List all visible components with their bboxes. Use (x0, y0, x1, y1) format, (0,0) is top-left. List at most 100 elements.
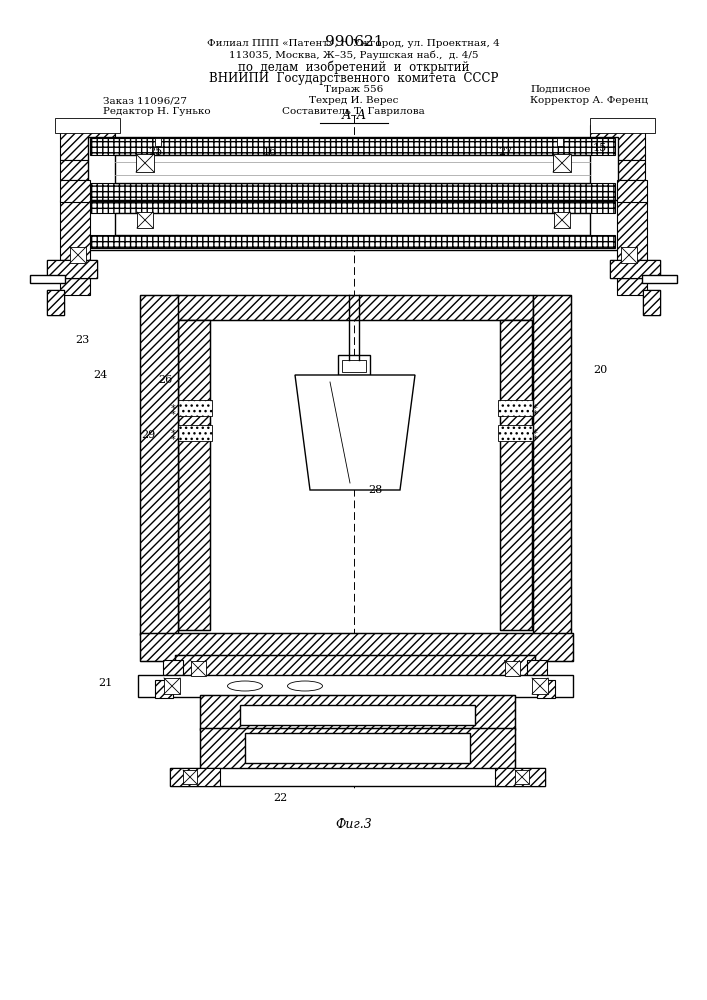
Bar (553, 154, 571, 172)
Bar (55, 118, 120, 133)
Bar (338, 355, 370, 375)
Text: *: * (532, 435, 537, 445)
Text: 27: 27 (498, 147, 512, 157)
Bar (498, 425, 548, 441)
Bar (533, 295, 571, 635)
Bar (140, 295, 178, 635)
Bar (170, 768, 220, 786)
Bar (533, 295, 571, 635)
Text: 29: 29 (141, 430, 155, 440)
Text: 990621: 990621 (325, 35, 383, 49)
Text: *: * (170, 410, 175, 420)
Bar (342, 360, 366, 372)
Bar (115, 155, 590, 183)
Text: *: * (532, 404, 537, 414)
Bar (137, 212, 153, 228)
Bar (590, 125, 645, 160)
Bar (140, 295, 178, 635)
Text: Заказ 11096/27: Заказ 11096/27 (103, 96, 187, 105)
Bar (170, 768, 545, 786)
Bar (643, 290, 660, 315)
Text: Филиал ППП «Патент», г. Ужгород, ул. Проектная, 4: Филиал ППП «Патент», г. Ужгород, ул. Про… (207, 39, 500, 48)
Text: 28: 28 (368, 485, 382, 495)
Text: 15: 15 (593, 143, 607, 153)
Bar (30, 275, 65, 283)
Bar (610, 260, 660, 278)
Bar (60, 125, 115, 160)
Bar (60, 180, 90, 202)
Bar (190, 660, 206, 676)
Bar (47, 290, 64, 315)
Text: *: * (170, 435, 175, 445)
Text: *: * (170, 429, 175, 439)
Bar (178, 320, 210, 630)
Bar (164, 678, 180, 694)
Polygon shape (295, 375, 415, 490)
Bar (554, 212, 570, 228)
Bar (532, 678, 548, 694)
Bar (90, 201, 615, 213)
Bar (515, 770, 529, 784)
Text: 22: 22 (273, 793, 287, 803)
Text: Тираж 556: Тираж 556 (324, 85, 383, 94)
Bar (175, 295, 533, 320)
Bar (175, 655, 535, 677)
Bar (88, 137, 618, 202)
Text: 20: 20 (593, 365, 607, 375)
Text: Корректор А. Ференц: Корректор А. Ференц (530, 96, 648, 105)
Bar (642, 275, 677, 283)
Bar (60, 160, 90, 180)
Text: 113035, Москва, Ж–35, Раушская наб.,  д. 4/5: 113035, Москва, Ж–35, Раушская наб., д. … (229, 50, 478, 60)
Bar (47, 260, 97, 278)
Text: Техред И. Верес: Техред И. Верес (309, 96, 398, 105)
Text: 23: 23 (75, 335, 89, 345)
Bar (527, 660, 547, 675)
Bar (617, 180, 647, 202)
Bar (70, 247, 86, 263)
Bar (162, 425, 212, 441)
Bar (537, 680, 555, 698)
Bar (90, 183, 615, 200)
Text: *: * (532, 410, 537, 420)
Bar (200, 728, 515, 770)
Bar (245, 733, 470, 763)
Bar (200, 695, 515, 730)
Text: Редактор Н. Гунько: Редактор Н. Гунько (103, 107, 210, 116)
Bar (90, 138, 615, 155)
Bar (60, 200, 90, 295)
Bar (200, 728, 515, 770)
Bar (136, 154, 154, 172)
Bar (183, 770, 197, 784)
Text: 21: 21 (98, 678, 112, 688)
Text: Фиг.3: Фиг.3 (336, 818, 373, 831)
Ellipse shape (288, 681, 322, 691)
Bar (557, 138, 563, 146)
Bar (610, 260, 660, 278)
Bar (617, 200, 647, 295)
Text: 26: 26 (158, 375, 172, 385)
Text: А–А: А–А (341, 109, 367, 122)
Ellipse shape (228, 681, 262, 691)
Bar (500, 320, 532, 630)
Bar (240, 705, 475, 725)
Bar (140, 633, 573, 661)
Bar (90, 235, 615, 248)
Bar (615, 160, 645, 180)
Bar (175, 655, 535, 677)
Text: по  делам  изобретений  и  открытий: по делам изобретений и открытий (238, 61, 469, 75)
Bar (495, 768, 545, 786)
Text: ВНИИПИ  Государственного  комитета  СССР: ВНИИПИ Государственного комитета СССР (209, 72, 498, 85)
Bar (621, 247, 637, 263)
Bar (155, 680, 173, 698)
Bar (498, 400, 548, 416)
Bar (175, 295, 533, 320)
Bar (115, 213, 590, 235)
Bar (138, 675, 573, 697)
Bar (47, 290, 64, 315)
Text: *: * (532, 429, 537, 439)
Bar (162, 400, 212, 416)
Bar (47, 260, 97, 278)
Text: *: * (170, 404, 175, 414)
Text: Составитель Т. Гаврилова: Составитель Т. Гаврилова (282, 107, 425, 116)
Bar (200, 695, 515, 730)
